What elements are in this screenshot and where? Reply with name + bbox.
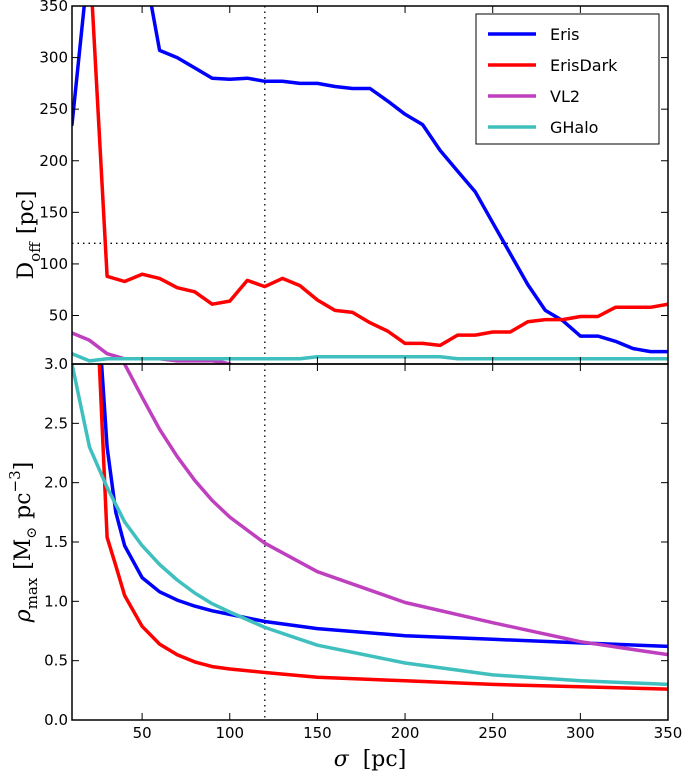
top-ytick-label-bottom: 3.0 xyxy=(44,355,68,373)
bottom-xtick-label: 50 xyxy=(133,724,152,742)
top-ylabel-sub: off xyxy=(26,241,44,262)
top-ytick-label: 50 xyxy=(49,307,68,325)
bottom-xtick-label: 350 xyxy=(654,724,683,742)
bottom-ytick-label: 0.0 xyxy=(44,711,68,729)
bottom-xtick-label: 150 xyxy=(303,724,332,742)
bottom-ytick-label: 1.0 xyxy=(44,592,68,610)
bottom-series-group xyxy=(72,364,668,691)
reference-lines xyxy=(72,6,668,720)
top-ytick-label: 300 xyxy=(39,49,68,67)
bottom-xtick-label: 300 xyxy=(566,724,595,742)
bottom-series-eris xyxy=(99,364,668,649)
top-series-eris xyxy=(72,6,668,354)
bottom-xlabel: σ [pc] xyxy=(334,747,407,772)
top-ylabel-main: D xyxy=(14,262,39,280)
bottom-ytick-label: 2.0 xyxy=(44,474,68,492)
bottom-series-ghalo xyxy=(72,364,668,687)
bottom-ylabel-sun: ⊙ xyxy=(24,527,40,539)
bottom-xlabel-symbol: σ xyxy=(334,747,350,772)
top-ylabel: Doff [pc] xyxy=(14,191,44,280)
legend-label-vl2: VL2 xyxy=(550,87,580,106)
bottom-ytick-label: 2.5 xyxy=(44,414,68,432)
bottom-xtick-label: 250 xyxy=(478,724,507,742)
bottom-xlabel-unit: [pc] xyxy=(363,747,407,772)
legend: Eris ErisDark VL2 GHalo xyxy=(475,13,660,145)
bottom-series-erisdark xyxy=(97,364,668,691)
bottom-ylabel: ρmax [M⊙ pc−3] xyxy=(6,462,41,624)
bottom-xtick-label: 100 xyxy=(215,724,244,742)
legend-label-erisdark: ErisDark xyxy=(550,56,618,75)
bottom-ylabel-close: ] xyxy=(11,462,36,471)
bottom-ylabel-unit-a: [M xyxy=(11,539,36,570)
bottom-ytick-label: 0.5 xyxy=(44,652,68,670)
bottom-ylabel-sub: max xyxy=(23,577,41,609)
bottom-ylabel-exp: −3 xyxy=(6,470,24,492)
top-ytick-label: 100 xyxy=(39,255,68,273)
bottom-ylabel-main: ρ xyxy=(11,609,36,623)
top-series-ghalo xyxy=(72,351,668,363)
top-ytick-label: 200 xyxy=(39,152,68,170)
tick-group: 50 100 150 200 250 300 350 50 100 150 200 250 300 350… xyxy=(39,0,682,742)
bottom-ylabel-unit-b: pc xyxy=(11,492,36,518)
top-ylabel-unit: [pc] xyxy=(14,191,39,235)
top-ytick-label: 250 xyxy=(39,100,68,118)
top-ytick-label: 350 xyxy=(39,0,68,15)
top-ytick-label: 150 xyxy=(39,203,68,221)
top-series-group xyxy=(72,6,668,364)
bottom-panel-frame xyxy=(71,363,669,721)
bottom-xtick-label: 200 xyxy=(391,724,420,742)
legend-label-ghalo: GHalo xyxy=(550,118,598,137)
bottom-ytick-label: 1.5 xyxy=(44,533,68,551)
bottom-series-vl2 xyxy=(122,364,668,657)
legend-label-eris: Eris xyxy=(550,25,579,44)
top-series-erisdark xyxy=(90,6,668,348)
